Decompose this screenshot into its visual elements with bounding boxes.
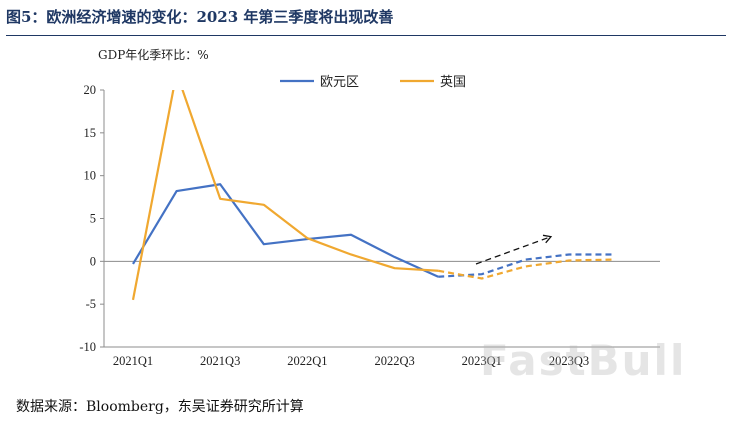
x-tick-label: 2023Q1 xyxy=(462,354,502,368)
series-layer xyxy=(131,90,613,301)
legend: 欧元区 英国 xyxy=(280,75,466,90)
series-line-actual-1 xyxy=(131,90,439,301)
source-note: 数据来源：Bloomberg，东吴证券研究所计算 xyxy=(16,399,304,415)
x-tick-label: 2021Q1 xyxy=(113,354,153,368)
y-tick-label: -10 xyxy=(79,340,96,354)
watermark: FastBull xyxy=(480,336,687,385)
y-tick-label: 10 xyxy=(84,169,97,183)
axes: 20 15 10 5 0 -5 -10 2021Q1 2021Q3 2022Q1 2022Q3 202… xyxy=(79,83,660,368)
x-tick-label: 2022Q1 xyxy=(287,354,327,368)
improvement-arrow xyxy=(475,234,553,265)
series-line-actual-0 xyxy=(132,183,439,278)
figure-title: 图5：欧洲经济增速的变化：2023 年第三季度将出现改善 xyxy=(6,8,394,26)
y-tick-label: -5 xyxy=(86,297,96,311)
y-tick-label: 0 xyxy=(90,254,96,268)
y-tick-label: 5 xyxy=(90,212,96,226)
x-tick-label: 2021Q3 xyxy=(200,354,240,368)
y-tick-label: 20 xyxy=(84,83,97,97)
legend-label-0: 欧元区 xyxy=(320,75,359,90)
title-rule xyxy=(6,35,726,36)
y-axis-label: GDP年化季环比：% xyxy=(98,48,209,62)
x-tick-label: 2022Q3 xyxy=(374,354,414,368)
series-line-forecast-0 xyxy=(438,253,613,278)
series-line-forecast-1 xyxy=(438,258,613,280)
legend-label-1: 英国 xyxy=(440,75,466,90)
x-tick-label: 2023Q3 xyxy=(549,354,589,368)
y-tick-label: 15 xyxy=(84,126,97,140)
